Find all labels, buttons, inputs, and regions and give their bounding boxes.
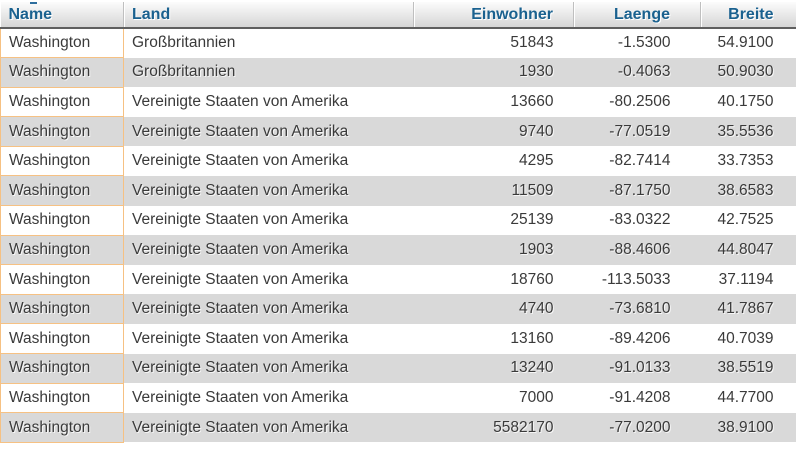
cell-name: Washington [0, 175, 124, 207]
table-row: Washington Vereinigte Staaten von Amerika… [0, 353, 796, 384]
table-row: Washington Vereinigte Staaten von Amerika… [0, 234, 796, 266]
table-row: Washington Vereinigte Staaten von Amerika… [0, 323, 796, 355]
cell-land: Vereinigte Staaten von Amerika [132, 122, 349, 140]
table-row: Washington Vereinigte Staaten von Amerika… [0, 205, 796, 236]
column-header-einwohner[interactable]: Einwohner [413, 2, 574, 29]
cell-einwohner: 4740 [519, 300, 554, 318]
cell-einwohner: 11509 [511, 181, 554, 199]
cell-land: Vereinigte Staaten von Amerika [132, 270, 349, 288]
column-header-name[interactable]: Name [0, 2, 124, 29]
cell-breite: 40.7039 [717, 329, 774, 347]
cell-land: Vereinigte Staaten von Amerika [132, 418, 349, 436]
clipped-content-artifact [30, 2, 37, 4]
table-row: Washington Vereinigte Staaten von Amerika… [0, 264, 796, 295]
column-header-laenge[interactable]: Laenge [573, 2, 701, 29]
table-row: Washington Vereinigte Staaten von Amerika… [0, 382, 796, 414]
cell-breite: 37.1194 [718, 270, 774, 288]
cell-land: Großbritannien [132, 34, 236, 52]
column-header-land[interactable]: Land [123, 2, 414, 29]
cell-breite: 50.9030 [717, 63, 774, 81]
cell-laenge: -0.4063 [617, 63, 671, 81]
table-row: Washington Vereinigte Staaten von Amerika… [0, 86, 796, 118]
cell-einwohner: 4295 [519, 152, 554, 170]
cell-land: Vereinigte Staaten von Amerika [132, 359, 349, 377]
table-row: Washington Vereinigte Staaten von Amerika… [0, 116, 796, 147]
table-row: Washington Vereinigte Staaten von Amerika… [0, 412, 796, 443]
cell-einwohner: 13660 [510, 92, 554, 110]
table-body: Washington Großbritannien 51843 -1.5300 54.9… [0, 27, 796, 443]
cell-land: Vereinigte Staaten von Amerika [132, 152, 349, 170]
cell-breite: 38.9100 [717, 418, 774, 436]
cell-laenge: -87.1750 [609, 181, 671, 199]
cell-einwohner: 1930 [519, 63, 554, 81]
cell-name: Washington [0, 116, 124, 147]
cell-breite: 38.6583 [717, 181, 774, 199]
cell-land: Vereinigte Staaten von Amerika [132, 181, 349, 199]
cell-laenge: -88.4606 [609, 240, 671, 258]
cell-land: Vereinigte Staaten von Amerika [132, 329, 349, 347]
cell-name: Washington [0, 205, 124, 236]
cell-laenge: -73.6810 [609, 300, 671, 318]
cell-laenge: -77.0519 [609, 122, 671, 140]
table-row: Washington Vereinigte Staaten von Amerika… [0, 175, 796, 207]
cell-einwohner: 9740 [519, 122, 554, 140]
cell-einwohner: 25139 [510, 211, 554, 229]
cell-einwohner: 5582170 [493, 418, 554, 436]
cell-name: Washington [0, 264, 124, 295]
cell-laenge: -80.2506 [609, 92, 671, 110]
cell-land: Vereinigte Staaten von Amerika [132, 300, 349, 318]
cell-land: Vereinigte Staaten von Amerika [132, 92, 349, 110]
cell-land: Vereinigte Staaten von Amerika [132, 211, 349, 229]
cell-einwohner: 18760 [510, 270, 554, 288]
cell-laenge: -82.7414 [609, 152, 671, 170]
cell-breite: 40.1750 [717, 92, 774, 110]
table-row: Washington Vereinigte Staaten von Amerika… [0, 145, 796, 177]
cell-breite: 42.7525 [717, 211, 774, 229]
cell-name: Washington [0, 145, 124, 177]
cell-name: Washington [0, 293, 124, 325]
cell-land: Vereinigte Staaten von Amerika [132, 388, 349, 406]
cell-breite: 38.5519 [717, 359, 774, 377]
cell-breite: 44.8047 [717, 240, 774, 258]
cell-laenge: -91.0133 [609, 359, 671, 377]
cell-laenge: -83.0322 [609, 211, 671, 229]
column-header-breite[interactable]: Breite [700, 2, 796, 29]
cell-einwohner: 13240 [510, 359, 554, 377]
table-header: Name Land Einwohner Laenge Breite [0, 2, 796, 29]
cell-land: Großbritannien [132, 63, 236, 81]
table-row: Washington Großbritannien 51843 -1.5300 54.9… [0, 27, 796, 59]
cell-name: Washington [0, 27, 124, 59]
cell-laenge: -1.5300 [617, 34, 671, 52]
cell-laenge: -91.4208 [609, 388, 671, 406]
table-row: Washington Vereinigte Staaten von Amerika… [0, 293, 796, 325]
cell-name: Washington [0, 353, 124, 384]
header-row: Name Land Einwohner Laenge Breite [0, 2, 796, 29]
cell-name: Washington [0, 412, 124, 443]
cell-breite: 35.5536 [717, 122, 774, 140]
cell-laenge: -113.5033 [601, 270, 671, 288]
cell-name: Washington [0, 234, 124, 266]
cell-einwohner: 51843 [510, 34, 554, 52]
cell-laenge: -89.4206 [609, 329, 671, 347]
results-table: Name Land Einwohner Laenge Breite Washington… [0, 2, 796, 443]
cell-name: Washington [0, 382, 124, 414]
cell-name: Washington [0, 57, 124, 88]
cell-breite: 41.7867 [717, 300, 774, 318]
cell-einwohner: 7000 [519, 388, 554, 406]
cell-name: Washington [0, 86, 124, 118]
cell-einwohner: 1903 [519, 240, 554, 258]
cell-breite: 33.7353 [717, 152, 774, 170]
cell-name: Washington [0, 323, 124, 355]
table-row: Washington Großbritannien 1930 -0.4063 50.90… [0, 57, 796, 88]
cell-laenge: -77.0200 [609, 418, 671, 436]
cell-land: Vereinigte Staaten von Amerika [132, 240, 349, 258]
cell-einwohner: 13160 [510, 329, 554, 347]
cell-breite: 44.7700 [717, 388, 774, 406]
cell-breite: 54.9100 [717, 34, 774, 52]
